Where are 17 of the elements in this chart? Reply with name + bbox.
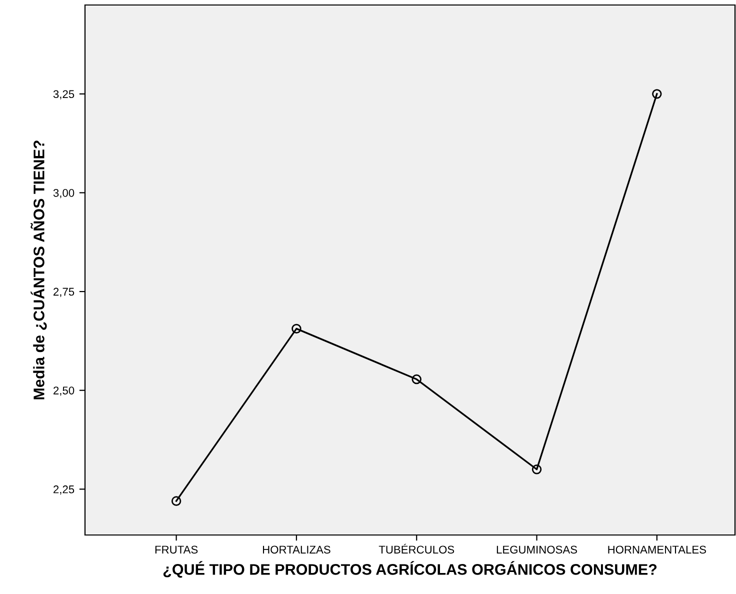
- point: [652, 89, 662, 99]
- y-axis-title: Media de ¿CUÁNTOS AÑOS TIENE?: [30, 140, 47, 400]
- y-tick-label: 2,75: [54, 288, 74, 297]
- y-tick-label: 3,00: [53, 189, 74, 198]
- y-tick-label: 2,50: [54, 386, 74, 396]
- point: [412, 374, 422, 384]
- x-tick-label: FRUTAS: [155, 546, 198, 554]
- x-tick-label: HORNAMENTALES: [608, 546, 706, 554]
- point: [532, 464, 542, 474]
- x-tick-label: TUBÉRCULOS: [378, 544, 454, 554]
- y-tick-label: 3,25: [53, 90, 74, 100]
- x-tick-label: HORTALIZAS: [262, 546, 330, 554]
- point: [171, 496, 182, 506]
- point: [292, 324, 302, 334]
- y-tick-label: 2,25: [54, 485, 74, 495]
- x-tick-label: LEGUMINOSAS: [496, 546, 577, 554]
- x-axis-title: ¿QUÉ TIPO DE PRODUCTOS AGRÍCOLAS ORGÁNICOS CONSUME?: [163, 561, 657, 578]
